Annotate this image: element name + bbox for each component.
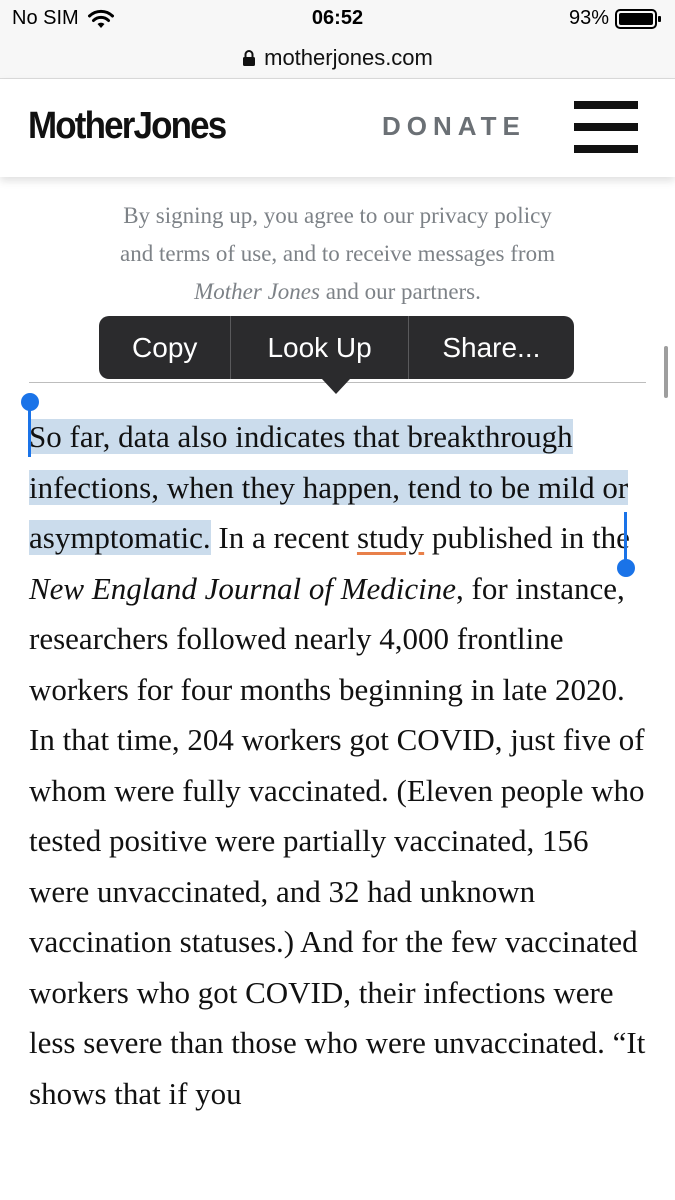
copy-button[interactable]: Copy	[132, 331, 198, 363]
menu-separator	[407, 316, 409, 379]
status-bar: No SIM 06:52 93%	[0, 0, 675, 38]
menu-arrow	[322, 379, 350, 394]
article-text: published in the	[424, 520, 630, 555]
text-selection-menu: Copy Look Up Share...	[99, 316, 574, 379]
selection-end-caret	[624, 512, 627, 564]
site-header: MotherJones DONATE	[0, 79, 675, 177]
site-logo[interactable]: MotherJones	[28, 105, 227, 147]
scrollbar[interactable]	[664, 346, 668, 398]
hamburger-menu-icon[interactable]	[574, 101, 638, 153]
donate-link[interactable]: DONATE	[382, 111, 526, 141]
study-link[interactable]: study	[356, 520, 425, 555]
signup-line-1: By signing up, you agree to our privacy …	[123, 203, 552, 228]
signup-line-3-rest: and our partners.	[319, 279, 481, 304]
url-bar[interactable]: motherjones.com	[0, 38, 675, 79]
status-left: No SIM	[12, 7, 115, 30]
look-up-button[interactable]: Look Up	[267, 331, 372, 363]
battery-icon	[615, 8, 661, 29]
status-time: 06:52	[311, 7, 364, 29]
share-button[interactable]: Share...	[442, 331, 541, 363]
selection-end-handle[interactable]	[617, 559, 635, 577]
signup-disclaimer: By signing up, you agree to our privacy …	[60, 197, 615, 311]
article-text: In a recent	[210, 520, 357, 555]
url-text: motherjones.com	[264, 45, 433, 70]
article-body: So far, data also indicates that breakth…	[29, 412, 649, 1119]
status-right: 93%	[569, 7, 663, 30]
carrier-label: No SIM	[12, 7, 79, 29]
mother-jones-italic: Mother Jones	[194, 279, 320, 304]
article-paragraph: So far, data also indicates that breakth…	[29, 412, 649, 1119]
menu-separator	[230, 316, 232, 379]
signup-line-3: Mother Jones and our partners.	[60, 273, 615, 311]
wifi-icon	[87, 9, 114, 28]
battery-percent: 93%	[568, 7, 609, 29]
selection-start-handle[interactable]	[21, 393, 39, 411]
article-text: , for instance, researchers followed nea…	[29, 570, 646, 1111]
selection-start-caret	[28, 409, 31, 457]
lock-icon	[243, 50, 256, 66]
signup-line-2: and terms of use, and to receive message…	[120, 241, 555, 266]
journal-name: New England Journal of Medicine	[29, 570, 457, 606]
